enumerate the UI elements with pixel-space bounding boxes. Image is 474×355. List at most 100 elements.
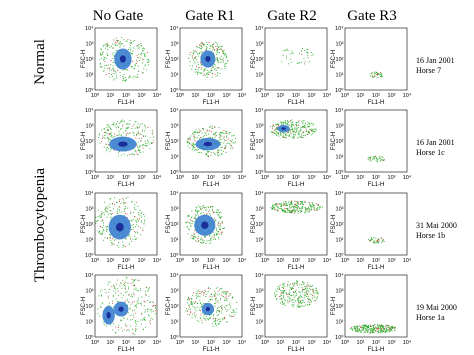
event-dot — [130, 154, 132, 156]
event-dot — [284, 211, 286, 213]
event-dot — [205, 293, 207, 295]
event-dot — [284, 136, 286, 138]
event-dot — [187, 299, 189, 301]
event-dot — [219, 229, 221, 230]
event-dot — [362, 329, 364, 331]
event-dot — [314, 209, 316, 211]
event-dot — [311, 288, 313, 290]
event-dot — [188, 298, 190, 299]
y-axis-label: FSC-H — [81, 215, 87, 233]
event-dot — [318, 204, 320, 206]
event-dot — [284, 120, 286, 122]
event-dot — [197, 71, 199, 73]
event-dot — [142, 135, 144, 137]
event-dot — [291, 212, 293, 214]
event-dot — [204, 135, 206, 136]
x-tick-label: 10⁴ — [153, 339, 162, 346]
event-dot — [282, 302, 283, 303]
event-dot — [283, 303, 285, 305]
event-dot — [215, 293, 217, 295]
event-dot — [154, 313, 156, 315]
y-tick-label: 10³ — [256, 289, 264, 295]
event-dot — [305, 286, 307, 288]
event-dot — [225, 308, 227, 310]
x-axis-label: FL1-H — [288, 182, 305, 188]
y-tick-label: 10⁴ — [255, 272, 264, 279]
event-dot — [139, 60, 141, 61]
event-dot — [125, 292, 127, 293]
group-label: Thrombocytopenia — [32, 168, 48, 282]
event-dot — [135, 326, 137, 327]
event-dot — [207, 76, 209, 78]
event-dot — [220, 320, 222, 322]
x-tick-label: 10⁴ — [238, 257, 247, 264]
y-tick-label: 10² — [256, 57, 264, 63]
event-dot — [292, 205, 294, 207]
event-dot — [127, 318, 128, 320]
event-dot — [221, 135, 223, 137]
event-dot — [277, 123, 279, 125]
event-dot — [291, 125, 292, 127]
event-dot — [117, 125, 119, 127]
event-dot — [303, 294, 305, 296]
event-dot — [284, 49, 286, 51]
y-tick-label: 10⁴ — [85, 190, 94, 197]
event-dot — [283, 286, 284, 288]
event-dot — [308, 131, 310, 133]
event-dot — [213, 68, 215, 70]
event-dot — [120, 203, 122, 204]
event-dot — [106, 231, 107, 233]
event-dot — [102, 302, 104, 304]
event-dot — [153, 136, 155, 138]
event-dot — [311, 293, 313, 295]
event-dot — [219, 49, 221, 51]
x-tick-label: 10¹ — [107, 93, 115, 99]
event-dot — [190, 219, 192, 220]
event-dot — [281, 209, 283, 210]
event-dot — [287, 302, 289, 304]
event-dot — [297, 202, 299, 204]
event-dot — [217, 324, 219, 326]
event-dot — [388, 328, 390, 330]
event-dot — [197, 296, 199, 298]
event-dot — [215, 238, 216, 240]
event-dot — [207, 291, 209, 292]
event-dot — [284, 203, 286, 205]
event-dot — [230, 316, 232, 317]
event-dot — [288, 211, 290, 213]
event-dot — [308, 208, 310, 210]
event-dot — [204, 303, 206, 304]
event-dot — [218, 216, 220, 218]
event-dot — [132, 131, 134, 133]
event-dot — [304, 126, 305, 128]
event-dot — [373, 329, 375, 330]
y-tick-label: 10⁴ — [255, 190, 264, 197]
event-dot — [136, 45, 138, 47]
event-dot — [125, 127, 127, 129]
event-dot — [287, 211, 289, 213]
event-dot — [200, 64, 202, 66]
event-dot — [127, 127, 129, 129]
event-dot — [373, 329, 375, 330]
event-dot — [209, 209, 211, 211]
event-dot — [122, 246, 124, 248]
event-dot — [138, 53, 140, 55]
event-dot — [288, 124, 290, 126]
event-dot — [372, 241, 374, 243]
event-dot — [207, 288, 209, 289]
density-peak — [118, 141, 128, 147]
event-dot — [367, 327, 369, 329]
event-dot — [311, 129, 312, 131]
event-dot — [141, 221, 143, 223]
event-dot — [143, 144, 145, 146]
event-dot — [282, 54, 284, 56]
event-dot — [289, 204, 291, 206]
event-dot — [295, 207, 297, 208]
event-dot — [292, 283, 294, 285]
event-dot — [223, 55, 225, 57]
event-dot — [301, 287, 303, 288]
event-dot — [124, 130, 126, 132]
event-dot — [392, 328, 394, 329]
y-tick-label: 10⁴ — [335, 107, 344, 114]
x-axis-label: FL1-H — [118, 182, 135, 188]
